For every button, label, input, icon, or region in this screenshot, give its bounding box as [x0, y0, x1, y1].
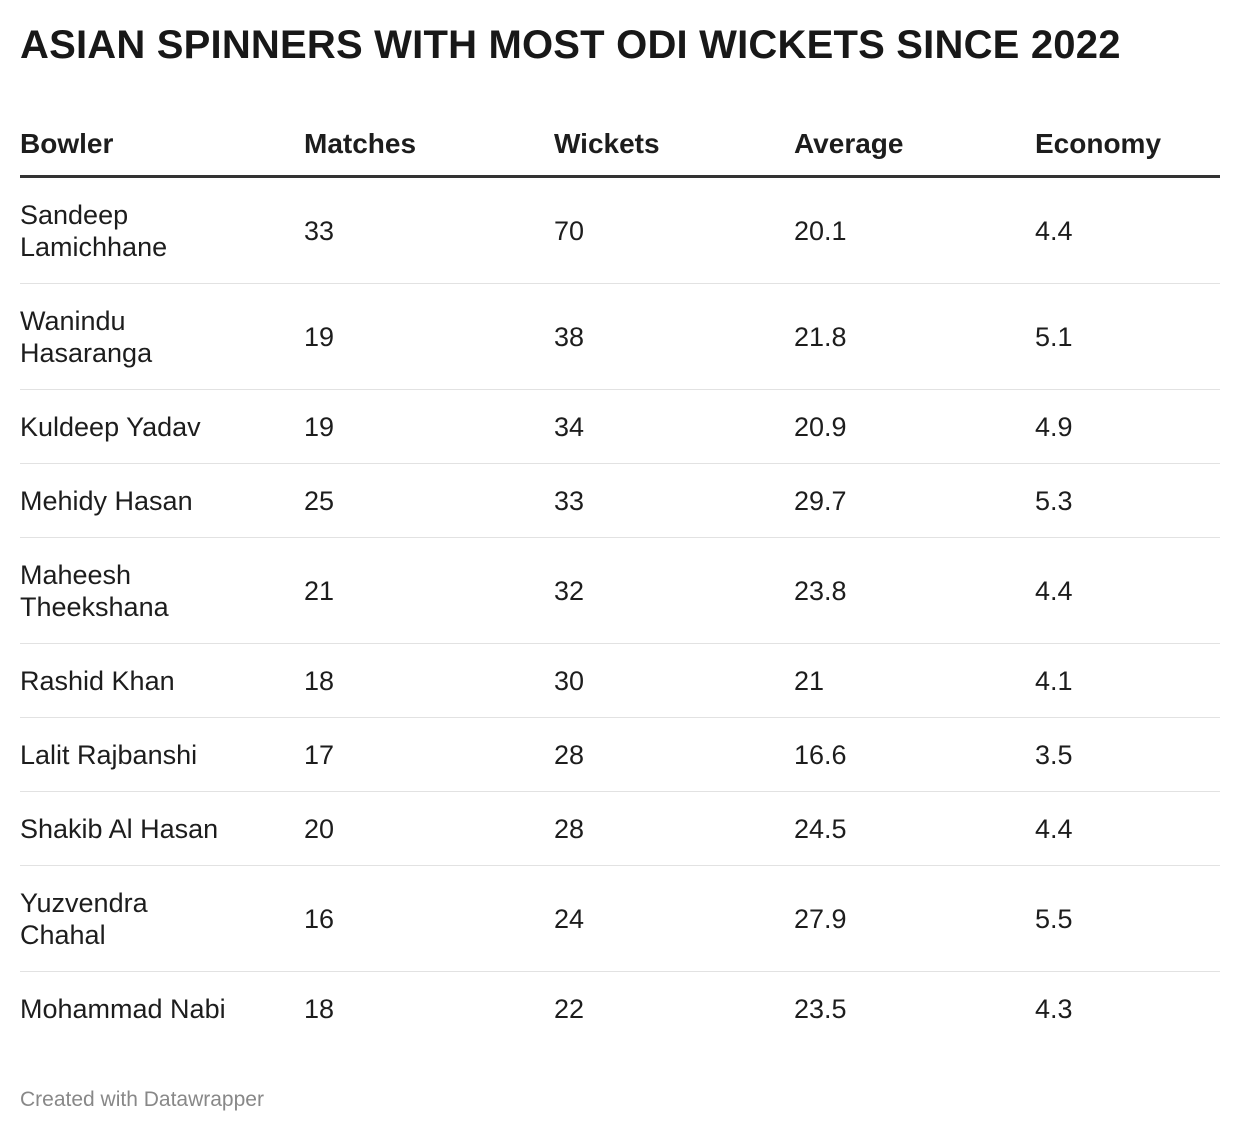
cell-average: 21	[794, 665, 825, 696]
cell-economy: 5.3	[1035, 485, 1073, 516]
table-row: Sandeep Lamichhane 33 70 20.1 4.4	[20, 178, 1220, 284]
column-header-wickets: Wickets	[554, 127, 660, 159]
table-row: Mehidy Hasan 25 33 29.7 5.3	[20, 464, 1220, 538]
cell-average: 23.8	[794, 575, 847, 606]
column-header-bowler: Bowler	[20, 127, 114, 159]
cell-economy: 5.5	[1035, 903, 1073, 934]
datawrapper-credit: Created with Datawrapper	[20, 1088, 264, 1111]
table-row: Shakib Al Hasan 20 28 24.5 4.4	[20, 792, 1220, 866]
cell-matches: 17	[304, 739, 335, 770]
cell-economy: 4.9	[1035, 411, 1073, 442]
bowler-name: Shakib Al Hasan	[20, 813, 219, 844]
bowler-name: Mehidy Hasan	[20, 485, 193, 516]
cell-economy: 4.4	[1035, 215, 1073, 246]
column-header-matches: Matches	[304, 127, 417, 159]
cell-matches: 33	[304, 215, 335, 246]
cell-average: 27.9	[794, 903, 847, 934]
table-row: Lalit Rajbanshi 17 28 16.6 3.5	[20, 718, 1220, 792]
cell-average: 29.7	[794, 485, 847, 516]
cell-bowler: Yuzvendra Chahal	[20, 887, 304, 951]
cell-matches: 20	[304, 813, 335, 844]
cell-matches: 16	[304, 903, 335, 934]
cell-economy: 4.4	[1035, 813, 1073, 844]
column-header-average: Average	[794, 127, 904, 159]
cell-bowler: Sandeep Lamichhane	[20, 199, 304, 263]
cell-wickets: 28	[554, 813, 585, 844]
data-table: Bowler Matches Wickets Average Economy S…	[20, 112, 1220, 1046]
cell-wickets: 70	[554, 215, 585, 246]
bowler-name: Sandeep Lamichhane	[20, 199, 168, 262]
cell-bowler: Wanindu Hasaranga	[20, 305, 304, 369]
table-header-row: Bowler Matches Wickets Average Economy	[20, 112, 1220, 178]
cell-average: 24.5	[794, 813, 847, 844]
cell-matches: 18	[304, 994, 335, 1024]
cell-bowler: Maheesh Theekshana	[20, 559, 304, 623]
cell-average: 21.8	[794, 321, 847, 352]
bowler-name: Mohammad Nabi	[20, 994, 226, 1024]
cell-matches: 19	[304, 321, 335, 352]
cell-economy: 4.3	[1035, 994, 1073, 1024]
table-row: Mohammad Nabi 18 22 23.5 4.3	[20, 972, 1220, 1046]
table-row: Rashid Khan 18 30 21 4.1	[20, 644, 1220, 718]
bowler-name: Yuzvendra Chahal	[20, 887, 148, 950]
cell-wickets: 24	[554, 903, 585, 934]
cell-matches: 18	[304, 665, 335, 696]
chart-title: ASIAN SPINNERS WITH MOST ODI WICKETS SIN…	[20, 23, 1121, 67]
cell-wickets: 33	[554, 485, 585, 516]
cell-wickets: 38	[554, 321, 585, 352]
cell-bowler: Mohammad Nabi	[20, 993, 304, 1025]
cell-economy: 4.4	[1035, 575, 1073, 606]
cell-matches: 19	[304, 411, 335, 442]
cell-matches: 25	[304, 485, 335, 516]
column-header-economy: Economy	[1035, 127, 1162, 159]
table-row: Yuzvendra Chahal 16 24 27.9 5.5	[20, 866, 1220, 972]
bowler-name: Kuldeep Yadav	[20, 411, 201, 442]
cell-wickets: 22	[554, 994, 585, 1024]
cell-average: 16.6	[794, 739, 847, 770]
cell-average: 20.9	[794, 411, 847, 442]
cell-wickets: 30	[554, 665, 585, 696]
cell-economy: 5.1	[1035, 321, 1073, 352]
bowler-name: Lalit Rajbanshi	[20, 739, 198, 770]
cell-bowler: Mehidy Hasan	[20, 485, 304, 517]
bowler-name: Wanindu Hasaranga	[20, 305, 153, 368]
table-body: Sandeep Lamichhane 33 70 20.1 4.4 Wanindu Has…	[20, 178, 1220, 1046]
table-row: Maheesh Theekshana 21 32 23.8 4.4	[20, 538, 1220, 644]
cell-bowler: Lalit Rajbanshi	[20, 739, 304, 771]
cell-wickets: 32	[554, 575, 585, 606]
table-row: Kuldeep Yadav 19 34 20.9 4.9	[20, 390, 1220, 464]
cell-economy: 4.1	[1035, 665, 1073, 696]
cell-average: 23.5	[794, 994, 847, 1024]
table-row: Wanindu Hasaranga 19 38 21.8 5.1	[20, 284, 1220, 390]
cell-wickets: 28	[554, 739, 585, 770]
cell-bowler: Rashid Khan	[20, 665, 304, 697]
cell-bowler: Kuldeep Yadav	[20, 411, 304, 443]
cell-bowler: Shakib Al Hasan	[20, 813, 304, 845]
cell-average: 20.1	[794, 215, 847, 246]
cell-wickets: 34	[554, 411, 585, 442]
bowler-name: Rashid Khan	[20, 665, 175, 696]
bowler-name: Maheesh Theekshana	[20, 559, 169, 622]
cell-economy: 3.5	[1035, 739, 1073, 770]
cell-matches: 21	[304, 575, 335, 606]
